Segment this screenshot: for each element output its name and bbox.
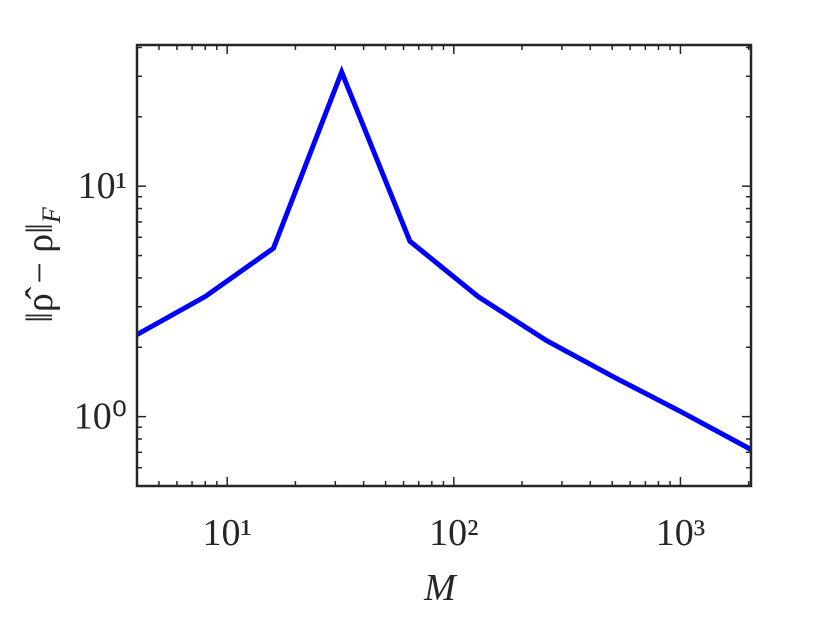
- x-axis-label: M: [423, 567, 458, 609]
- plot-frame: [135, 43, 753, 488]
- x-tick-label: 10²: [429, 512, 478, 554]
- y-axis-label: ‖ρ̂ − ρ‖F: [19, 206, 66, 323]
- data-line: [137, 65, 751, 452]
- y-axis-label-main: ‖ρ̂ − ρ‖: [19, 223, 61, 323]
- x-tick-label: 10³: [656, 512, 705, 554]
- x-tick-label: 10¹: [202, 512, 251, 554]
- y-axis-label-subscript: F: [37, 206, 66, 224]
- y-tick-label: 10¹: [78, 165, 127, 207]
- y-tick-label: 10⁰: [74, 396, 127, 438]
